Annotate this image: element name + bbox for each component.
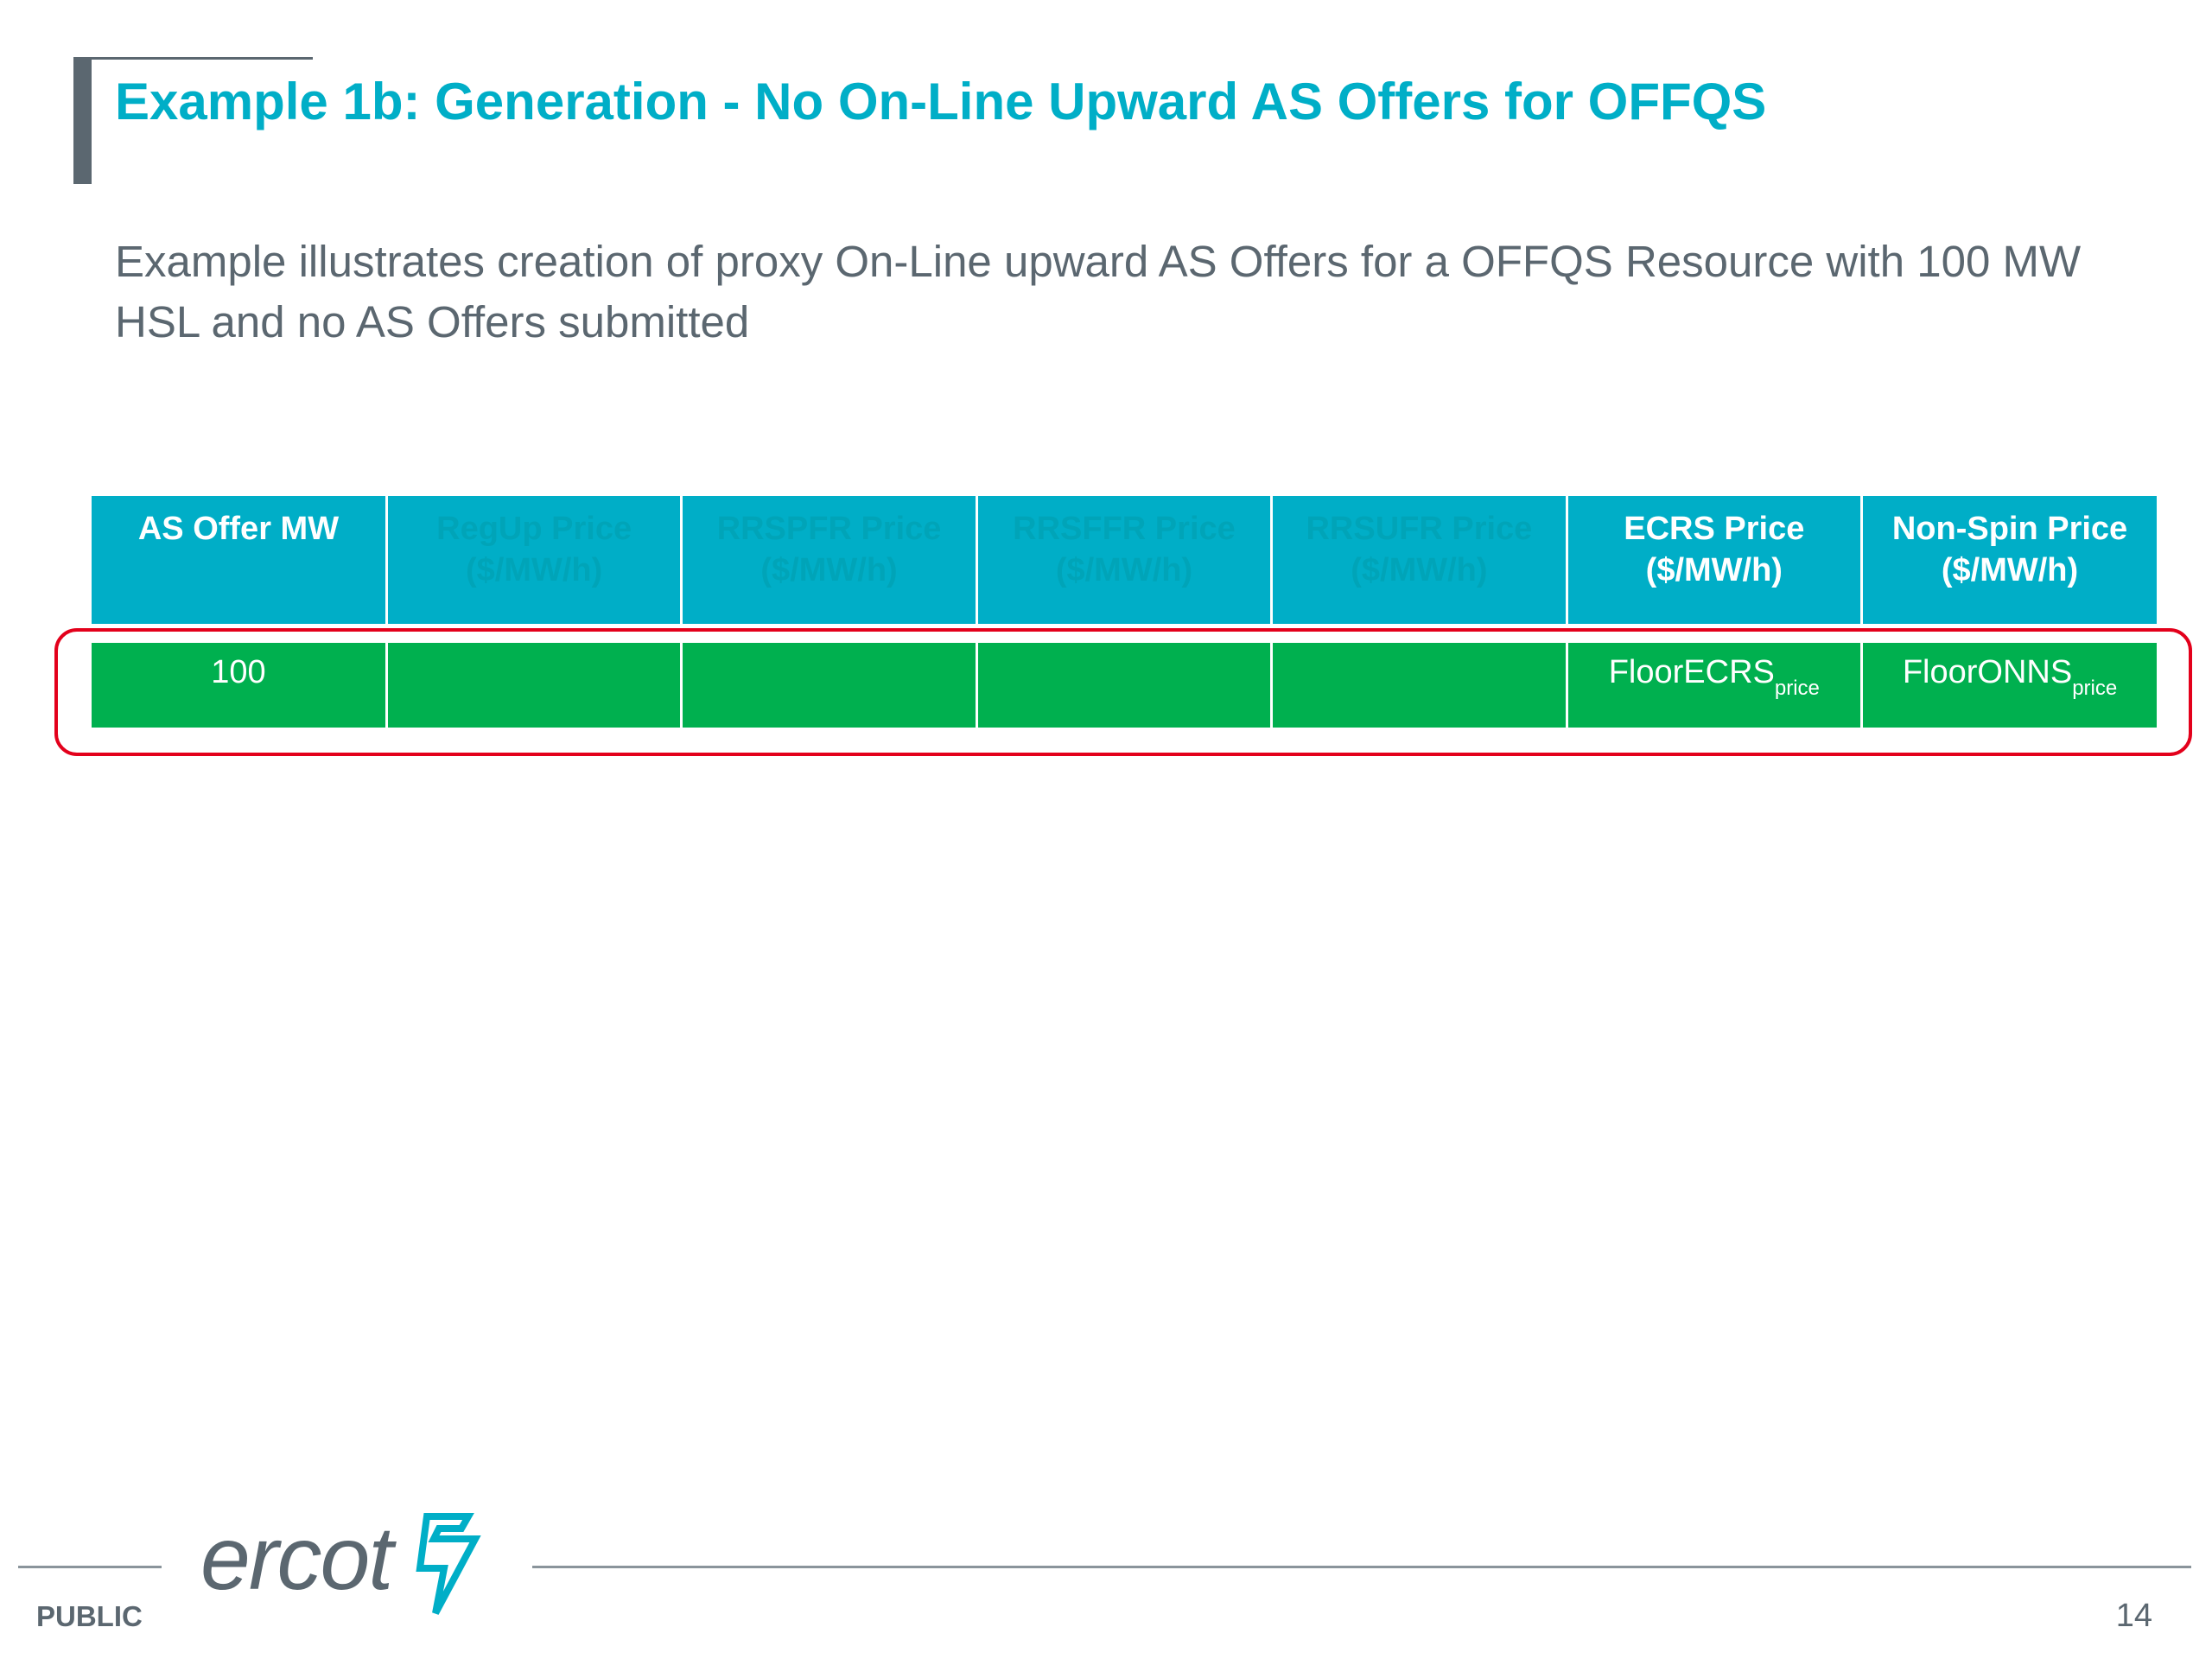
cell-non-spin-price: FloorONNSprice xyxy=(1860,643,2157,728)
cell-rrspfr-price xyxy=(680,643,978,728)
slide-body-text: Example illustrates creation of proxy On… xyxy=(115,237,2082,346)
ercot-lightning-icon xyxy=(416,1513,481,1615)
cell-rrsffr-price xyxy=(975,643,1274,728)
footer-rule-left xyxy=(18,1566,162,1568)
header-label: RRSFFR Price xyxy=(1013,511,1236,547)
header-rrspfr-price: RRSPFR Price ($/MW/h) xyxy=(680,496,978,624)
table-row: 100 FloorECRSprice FloorONNSprice xyxy=(92,643,2157,728)
header-unit: ($/MW/h) xyxy=(1351,552,1488,588)
page-number: 14 xyxy=(2115,1598,2152,1634)
title-accent-bar xyxy=(73,57,92,184)
header-unit: ($/MW/h) xyxy=(465,552,603,588)
header-rrsufr-price: RRSUFR Price ($/MW/h) xyxy=(1270,496,1568,624)
header-rrsffr-price: RRSFFR Price ($/MW/h) xyxy=(975,496,1274,624)
header-label: RRSPFR Price xyxy=(716,511,942,547)
cell-value: FloorECRS xyxy=(1608,654,1775,690)
cell-subscript: price xyxy=(2072,677,2118,700)
header-label: RegUp Price xyxy=(436,511,632,547)
header-unit: ($/MW/h) xyxy=(760,552,898,588)
header-non-spin-price: Non-Spin Price ($/MW/h) xyxy=(1860,496,2157,624)
header-label: Non-Spin Price xyxy=(1891,511,2128,547)
cell-value: 100 xyxy=(211,654,266,690)
header-label: ECRS Price xyxy=(1624,511,1805,547)
table-header-row: AS Offer MW RegUp Price ($/MW/h) RRSPFR … xyxy=(92,496,2157,624)
header-unit: ($/MW/h) xyxy=(1941,552,2079,588)
slide-title: Example 1b: Generation - No On-Line Upwa… xyxy=(115,73,1767,130)
row-highlight-outline xyxy=(54,628,2192,756)
header-ecrs-price: ECRS Price ($/MW/h) xyxy=(1565,496,1864,624)
classification-label: PUBLIC xyxy=(36,1600,143,1632)
header-unit: ($/MW/h) xyxy=(1645,552,1783,588)
footer-rule-right xyxy=(532,1566,2191,1568)
header-unit: ($/MW/h) xyxy=(1055,552,1193,588)
cell-rrsufr-price xyxy=(1270,643,1568,728)
cell-regup-price xyxy=(385,643,683,728)
cell-value: FloorONNS xyxy=(1902,654,2073,690)
header-as-offer-mw: AS Offer MW xyxy=(92,496,388,624)
cell-as-offer-mw: 100 xyxy=(92,643,388,728)
logo-wordmark: ercot xyxy=(200,1509,393,1609)
as-offer-table: AS Offer MW RegUp Price ($/MW/h) RRSPFR … xyxy=(92,496,2157,728)
header-label: RRSUFR Price xyxy=(1306,511,1533,547)
header-label: AS Offer MW xyxy=(137,511,340,547)
cell-subscript: price xyxy=(1774,677,1820,700)
header-regup-price: RegUp Price ($/MW/h) xyxy=(385,496,683,624)
cell-ecrs-price: FloorECRSprice xyxy=(1565,643,1864,728)
title-accent-rule xyxy=(73,57,313,60)
